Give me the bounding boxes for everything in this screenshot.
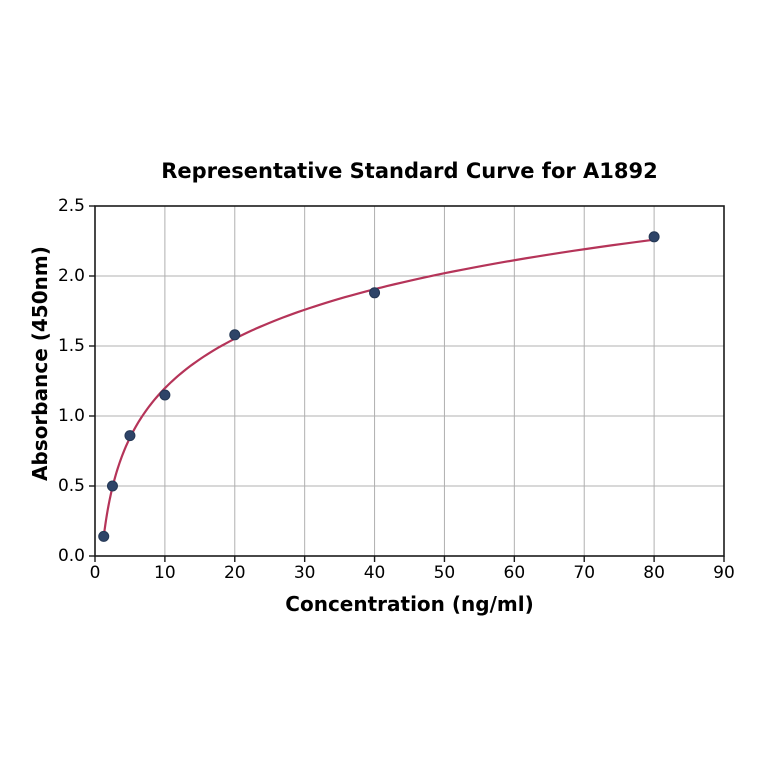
data-point bbox=[98, 530, 110, 542]
data-point bbox=[369, 287, 381, 299]
y-tick-label: 1.0 bbox=[57, 406, 85, 426]
x-tick-label: 80 bbox=[643, 563, 665, 583]
x-axis-label: Concentration (ng/ml) bbox=[285, 592, 534, 616]
chart-title: Representative Standard Curve for A1892 bbox=[161, 159, 658, 183]
y-tick-label: 0.5 bbox=[57, 476, 85, 496]
data-point bbox=[106, 480, 118, 492]
axes-spines bbox=[94, 205, 725, 557]
y-tick-label: 1.5 bbox=[57, 336, 85, 356]
y-tick-label: 0.0 bbox=[57, 546, 85, 566]
x-tick-label: 60 bbox=[503, 563, 526, 583]
x-tick-label: 10 bbox=[154, 563, 176, 583]
x-tick-label: 70 bbox=[573, 563, 596, 583]
x-tick-label: 30 bbox=[293, 563, 316, 583]
fitted-curve bbox=[102, 238, 656, 538]
y-tick-label: 2.0 bbox=[57, 266, 85, 286]
data-point bbox=[124, 430, 136, 442]
data-point bbox=[229, 329, 241, 341]
x-tick-label: 20 bbox=[223, 563, 246, 583]
y-tick-label: 2.5 bbox=[57, 196, 85, 216]
data-point bbox=[159, 389, 171, 401]
x-tick-label: 0 bbox=[89, 563, 101, 583]
x-tick-label: 50 bbox=[433, 563, 456, 583]
data-point bbox=[648, 231, 660, 243]
x-tick-label: 90 bbox=[713, 563, 735, 583]
x-tick-label: 40 bbox=[363, 563, 386, 583]
y-axis-label: Absorbance (450nm) bbox=[28, 246, 52, 481]
